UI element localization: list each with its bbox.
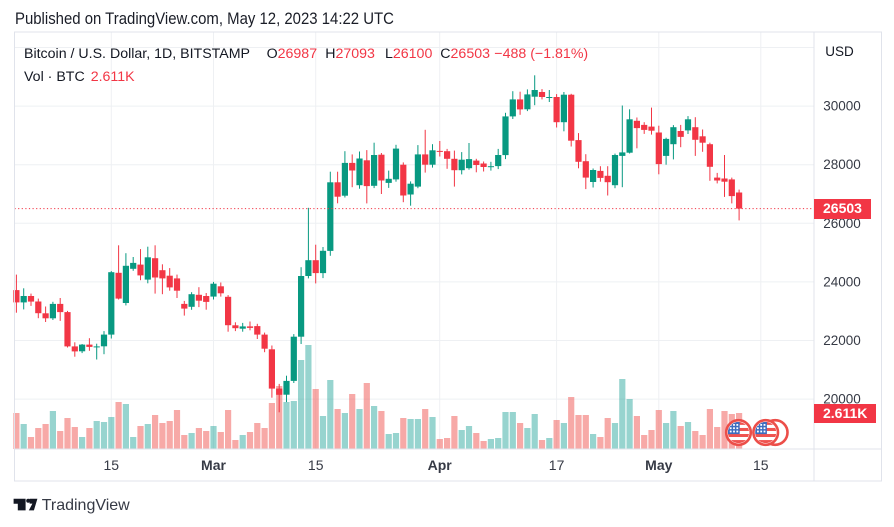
svg-text:24000: 24000 [823,274,861,289]
svg-text:15: 15 [308,457,324,473]
svg-text:USD: USD [825,44,854,59]
svg-text:Mar: Mar [201,457,226,473]
svg-text:15: 15 [104,457,120,473]
svg-text:22000: 22000 [823,333,861,348]
svg-text:28000: 28000 [823,157,861,172]
svg-text:26000: 26000 [823,216,861,231]
svg-text:15: 15 [753,457,769,473]
svg-text:20000: 20000 [823,392,861,407]
svg-text:17: 17 [549,457,565,473]
svg-text:Apr: Apr [428,457,453,473]
svg-text:May: May [645,457,672,473]
svg-text:30000: 30000 [823,99,861,114]
